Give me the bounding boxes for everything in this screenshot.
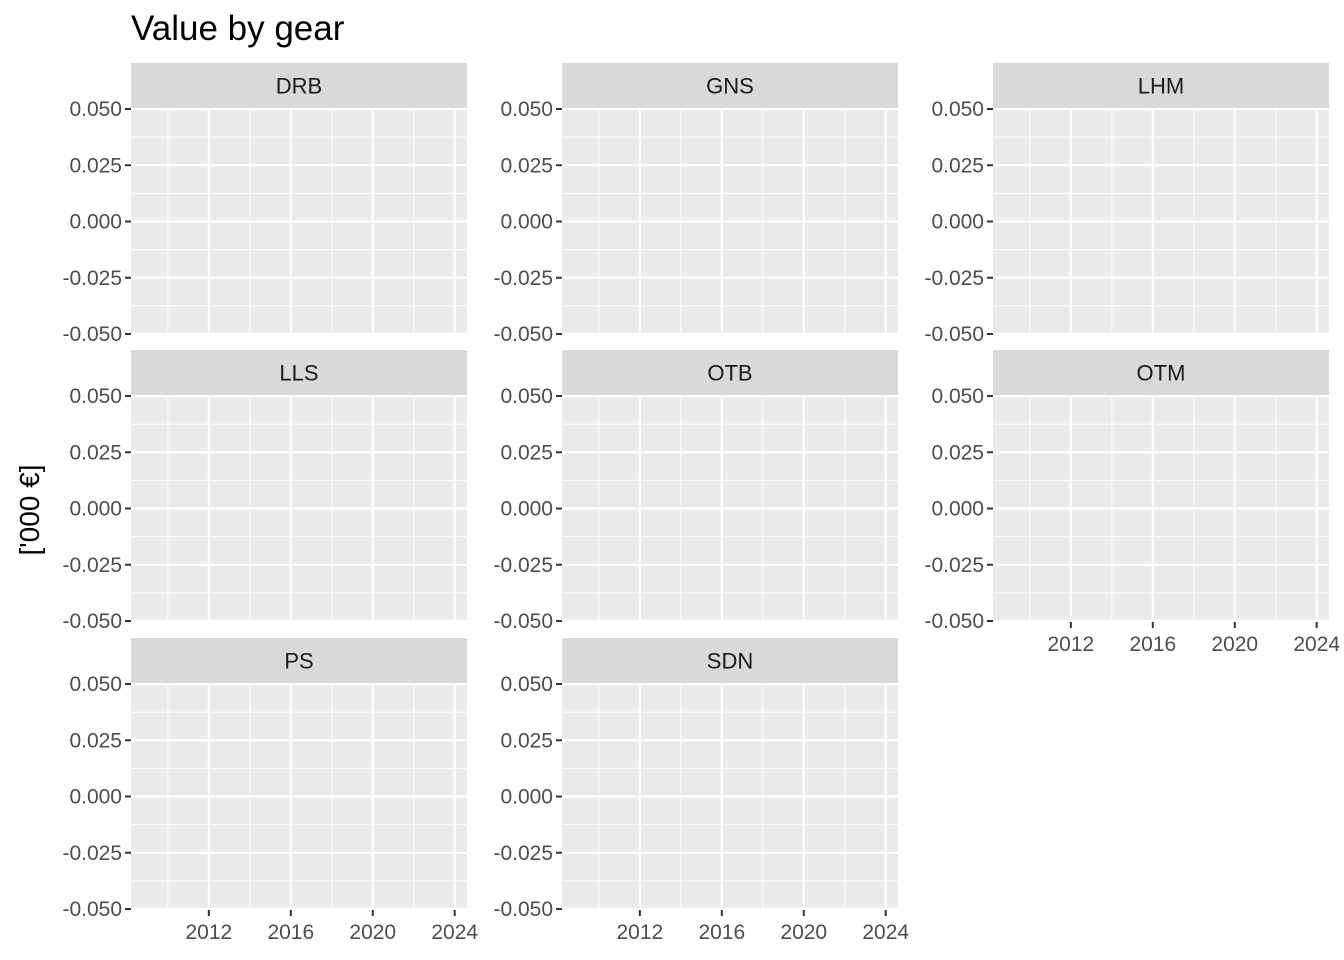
y-tick-label: -0.025 <box>493 842 553 865</box>
y-tick-label: -0.050 <box>493 323 553 346</box>
facet-strip <box>562 350 898 395</box>
y-tick-label: 0.025 <box>500 441 553 464</box>
y-tick-label: -0.025 <box>62 267 122 290</box>
facet-strip <box>562 63 898 108</box>
y-tick-label: 0.000 <box>69 786 122 809</box>
x-tick-label: 2012 <box>185 921 232 944</box>
facet-strip <box>131 350 467 395</box>
y-tick-label: -0.025 <box>493 267 553 290</box>
y-axis-label: ['000 €] <box>14 465 45 556</box>
y-tick-label: -0.050 <box>924 323 984 346</box>
y-tick-label: 0.050 <box>500 673 553 696</box>
x-tick-label: 2012 <box>616 921 663 944</box>
y-tick-label: -0.050 <box>62 610 122 633</box>
facet-strip-label: OTM <box>1137 361 1186 386</box>
facet-strip <box>131 638 467 683</box>
facet-strip-label: GNS <box>706 74 754 99</box>
y-tick-label: 0.050 <box>931 385 984 408</box>
y-tick-label: 0.025 <box>69 154 122 177</box>
y-tick-label: 0.025 <box>500 154 553 177</box>
x-tick-label: 2020 <box>349 921 396 944</box>
facet-strip-label: DRB <box>276 74 322 99</box>
y-tick-label: -0.050 <box>924 610 984 633</box>
y-tick-label: -0.050 <box>493 898 553 921</box>
x-tick-label: 2024 <box>431 921 478 944</box>
facet-lhm: LHM -0.050 -0.025 0.000 0.025 0.050 <box>924 63 1329 346</box>
x-tick-label: 2016 <box>267 921 314 944</box>
facet-gns: GNS -0.050 -0.025 0.000 0.025 0.050 <box>493 63 898 346</box>
x-tick-label: 2024 <box>1293 633 1340 656</box>
facet-strip-label: OTB <box>707 361 752 386</box>
y-tick-label: 0.050 <box>500 98 553 121</box>
y-tick-label: 0.000 <box>931 498 984 521</box>
y-tick-label: 0.050 <box>69 673 122 696</box>
x-tick-label: 2016 <box>1129 633 1176 656</box>
y-tick-label: -0.050 <box>62 323 122 346</box>
facet-strip <box>131 63 467 108</box>
facet-strip-label: LHM <box>1138 74 1184 99</box>
y-tick-label: -0.025 <box>924 267 984 290</box>
facet-strip <box>993 350 1329 395</box>
y-tick-label: -0.025 <box>924 554 984 577</box>
facet-otm: OTM -0.050 -0.025 0.000 0.025 0.050 2012 2016 20… <box>924 350 1340 656</box>
chart-title: Value by gear <box>131 9 345 48</box>
facet-ps: PS -0.050 -0.025 0.000 0.025 0.050 2012 2016 202… <box>62 638 478 944</box>
y-tick-label: 0.050 <box>931 98 984 121</box>
y-tick-label: 0.025 <box>931 154 984 177</box>
y-tick-label: -0.025 <box>493 554 553 577</box>
x-tick-label: 2012 <box>1047 633 1094 656</box>
x-tick-label: 2020 <box>780 921 827 944</box>
facet-panels: DRB -0.050 -0.025 0.000 0.025 0.050 GNS -0.050 -… <box>62 63 1340 944</box>
facet-strip-label: LLS <box>279 361 318 386</box>
facet-strip <box>993 63 1329 108</box>
facet-lls: LLS -0.050 -0.025 0.000 0.025 0.050 <box>62 350 467 633</box>
y-tick-label: 0.025 <box>931 441 984 464</box>
y-tick-label: -0.050 <box>62 898 122 921</box>
facet-strip-label: PS <box>284 649 313 674</box>
y-tick-label: 0.050 <box>69 385 122 408</box>
y-tick-label: 0.000 <box>931 211 984 234</box>
y-tick-label: 0.025 <box>500 729 553 752</box>
y-tick-label: 0.000 <box>69 498 122 521</box>
facet-strip <box>562 638 898 683</box>
y-tick-label: 0.025 <box>69 441 122 464</box>
y-tick-label: -0.025 <box>62 554 122 577</box>
y-tick-label: 0.000 <box>69 211 122 234</box>
y-tick-label: 0.050 <box>69 98 122 121</box>
facet-drb: DRB -0.050 -0.025 0.000 0.025 0.050 <box>62 63 467 346</box>
y-tick-label: 0.000 <box>500 498 553 521</box>
facet-sdn: SDN -0.050 -0.025 0.000 0.025 0.050 2012 2016 20… <box>493 638 909 944</box>
y-tick-label: 0.025 <box>69 729 122 752</box>
y-tick-label: 0.050 <box>500 385 553 408</box>
y-tick-label: -0.025 <box>62 842 122 865</box>
facet-otb: OTB -0.050 -0.025 0.000 0.025 0.050 <box>493 350 898 633</box>
y-tick-label: -0.050 <box>493 610 553 633</box>
x-tick-label: 2016 <box>698 921 745 944</box>
facet-strip-label: SDN <box>707 649 753 674</box>
y-tick-label: 0.000 <box>500 211 553 234</box>
x-tick-label: 2020 <box>1211 633 1258 656</box>
y-tick-label: 0.000 <box>500 786 553 809</box>
x-tick-label: 2024 <box>862 921 909 944</box>
